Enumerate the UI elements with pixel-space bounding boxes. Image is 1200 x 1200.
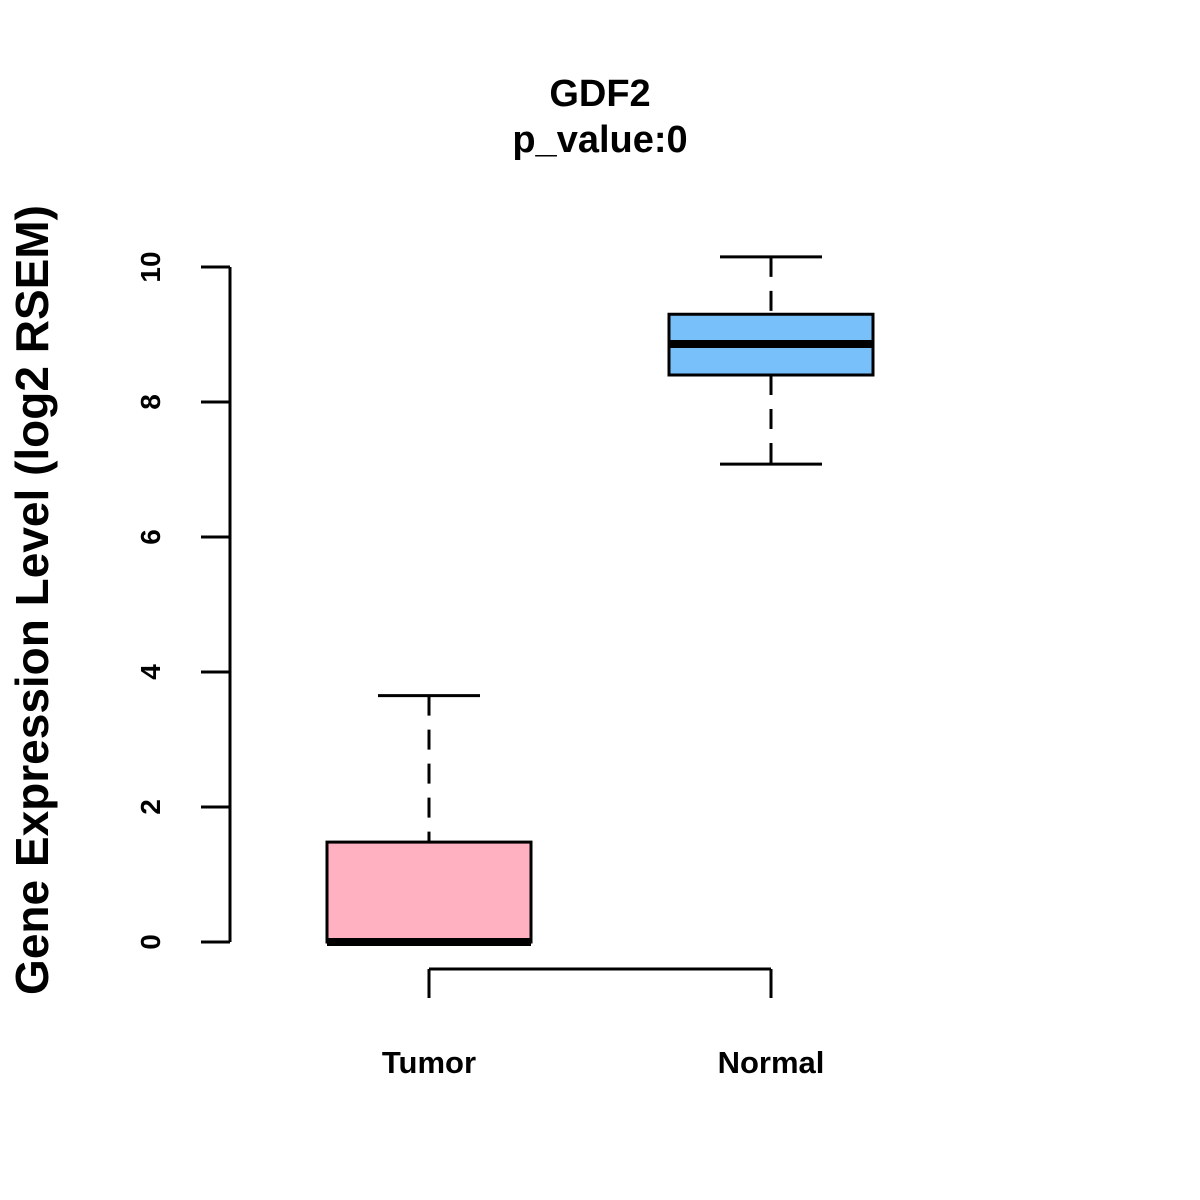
y-axis-ticks: 0 2 4 6 8 10 xyxy=(135,251,230,950)
y-tick-label: 8 xyxy=(135,394,166,410)
chart-subtitle: p_value:0 xyxy=(512,119,687,161)
category-labels: Tumor Normal xyxy=(382,1045,824,1080)
tumor-box xyxy=(325,840,533,944)
y-tick-label: 4 xyxy=(135,664,166,680)
y-tick-label: 6 xyxy=(135,529,166,545)
x-category-label: Normal xyxy=(718,1045,825,1080)
x-category-label: Tumor xyxy=(382,1045,476,1080)
chart-title: GDF2 xyxy=(549,73,650,115)
box-series xyxy=(325,255,875,946)
y-tick-label: 0 xyxy=(135,934,166,950)
y-axis-label: Gene Expression Level (log2 RSEM) xyxy=(6,205,58,995)
y-tick-label: 10 xyxy=(135,251,166,282)
y-tick-label: 2 xyxy=(135,799,166,815)
